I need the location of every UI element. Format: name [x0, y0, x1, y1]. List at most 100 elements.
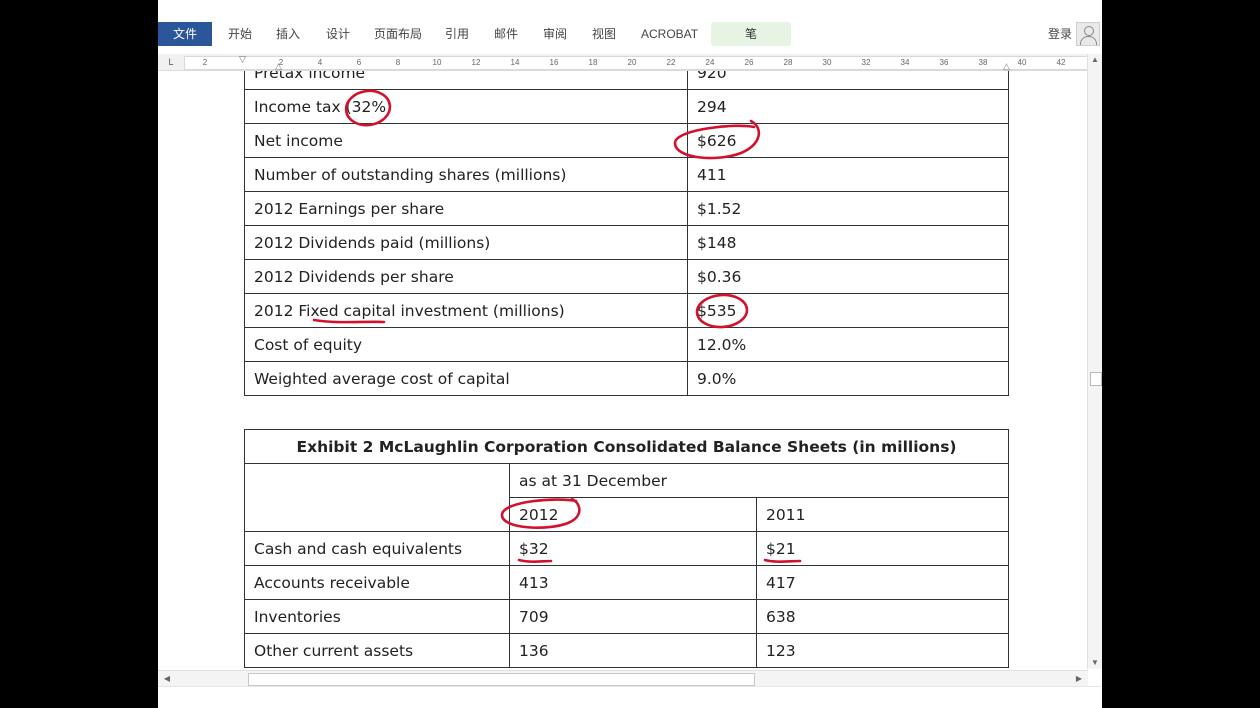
word-window: 文件 开始 插入 设计 页面布局 引用 邮件 审阅 视图 ACROBAT 笔 登…	[158, 0, 1102, 708]
ruler-number: 36	[939, 58, 949, 67]
row-label: Cost of equity	[244, 327, 688, 362]
ruler-number: 10	[432, 58, 442, 67]
row-label: 2012 Fixed capital investment (millions)	[244, 293, 688, 328]
value-2012: 709	[509, 599, 757, 634]
row-label: Inventories	[244, 599, 510, 634]
ruler-bar: L 2 2 4 6 8 10 12 14 16 18 20 22 24 26 2…	[158, 54, 1102, 71]
financial-data-table: Pretax income 920 Income tax (32%) 294 N…	[244, 71, 1009, 396]
value-2011: 123	[756, 633, 1009, 668]
tab-acrobat[interactable]: ACROBAT	[641, 27, 699, 41]
ruler-number: 14	[510, 58, 520, 67]
right-indent-marker[interactable]: △	[1003, 61, 1010, 71]
table-row: Cash and cash equivalents $32 $21	[244, 531, 1009, 566]
table-row: Accounts receivable 413 417	[244, 565, 1009, 600]
row-label: Other current assets	[244, 633, 510, 668]
row-value: 12.0%	[687, 327, 1009, 362]
left-indent-marker[interactable]: △	[275, 61, 282, 71]
row-value: 294	[687, 89, 1009, 124]
ruler-number: 34	[900, 58, 910, 67]
ruler-number: 6	[356, 58, 362, 67]
horizontal-scrollbar[interactable]: ◀ ▶	[158, 670, 1088, 687]
tab-selector[interactable]: L	[168, 57, 174, 67]
value-2012: 413	[509, 565, 757, 600]
row-label: Net income	[244, 123, 688, 158]
ruler-number: 22	[666, 58, 676, 67]
value-2012: 136	[509, 633, 757, 668]
value-2011: $21	[756, 531, 1009, 566]
scroll-left-icon[interactable]: ◀	[163, 674, 171, 683]
value-2011: 417	[756, 565, 1009, 600]
row-label: 2012 Earnings per share	[244, 191, 688, 226]
sign-in-link[interactable]: 登录	[1047, 27, 1072, 41]
table-row: 2012 Dividends per share $0.36	[244, 259, 1009, 294]
row-value: $0.36	[687, 259, 1009, 294]
row-label: 2012 Dividends per share	[244, 259, 688, 294]
row-label: Accounts receivable	[244, 565, 510, 600]
scroll-down-icon[interactable]: ▼	[1091, 658, 1099, 667]
tab-pen[interactable]: 笔	[711, 22, 791, 46]
row-label: Pretax income	[244, 71, 688, 90]
vertical-scrollbar[interactable]: ▲ ▼	[1087, 54, 1102, 669]
ruler-number: 18	[588, 58, 598, 67]
ruler-number: 8	[395, 58, 401, 67]
horizontal-scroll-thumb[interactable]	[248, 673, 755, 686]
ribbon-tabs: 文件 开始 插入 设计 页面布局 引用 邮件 审阅 视图 ACROBAT 笔	[158, 22, 1102, 46]
table-row: Income tax (32%) 294	[244, 89, 1009, 124]
ruler-number: 26	[744, 58, 754, 67]
first-line-indent-marker[interactable]: ▽	[239, 54, 246, 64]
tab-mailings[interactable]: 邮件	[494, 27, 519, 41]
balance-sheet-table: Exhibit 2 McLaughlin Corporation Consoli…	[244, 429, 1009, 668]
ruler-number: 28	[783, 58, 793, 67]
ruler-number: 30	[822, 58, 832, 67]
row-value: 411	[687, 157, 1009, 192]
tab-page-layout[interactable]: 页面布局	[374, 27, 423, 41]
date-subheader: as at 31 December	[509, 463, 1009, 498]
tab-view[interactable]: 视图	[592, 27, 617, 41]
row-value: $535	[687, 293, 1009, 328]
vertical-scroll-thumb[interactable]	[1090, 372, 1102, 386]
ruler-number: 32	[861, 58, 871, 67]
year-2011-header: 2011	[756, 497, 1009, 532]
table-row: Inventories 709 638	[244, 599, 1009, 634]
row-value: 9.0%	[687, 361, 1009, 396]
ruler-number: 2	[202, 58, 208, 67]
row-label: 2012 Dividends paid (millions)	[244, 225, 688, 260]
user-avatar-icon[interactable]	[1076, 22, 1100, 46]
tab-insert[interactable]: 插入	[276, 27, 301, 41]
ruler-number: 40	[1017, 58, 1027, 67]
scroll-right-icon[interactable]: ▶	[1075, 674, 1083, 683]
tab-references[interactable]: 引用	[445, 27, 470, 41]
status-bar	[158, 686, 1102, 708]
document-page: Pretax income 920 Income tax (32%) 294 N…	[158, 71, 1086, 669]
row-label: Income tax (32%)	[244, 89, 688, 124]
table-row: 2012 Fixed capital investment (millions)…	[244, 293, 1009, 328]
ruler-number: 38	[978, 58, 988, 67]
table-row: 2012 Earnings per share $1.52	[244, 191, 1009, 226]
scroll-up-icon[interactable]: ▲	[1091, 55, 1099, 64]
row-value: $626	[687, 123, 1009, 158]
horizontal-ruler[interactable]: 2 2 4 6 8 10 12 14 16 18 20 22 24 26 28 …	[184, 54, 1088, 71]
table-row: Net income $626	[244, 123, 1009, 158]
ruler-number: 16	[549, 58, 559, 67]
tab-file[interactable]: 文件	[158, 22, 212, 46]
ruler-number: 20	[627, 58, 637, 67]
empty-header-cell	[244, 463, 510, 532]
row-value: 920	[687, 71, 1009, 90]
ruler-number: 42	[1056, 58, 1066, 67]
row-value: $1.52	[687, 191, 1009, 226]
tab-review[interactable]: 审阅	[543, 27, 568, 41]
table-row: Other current assets 136 123	[244, 633, 1009, 668]
ruler-number: 24	[705, 58, 715, 67]
row-label: Number of outstanding shares (millions)	[244, 157, 688, 192]
tab-design[interactable]: 设计	[326, 27, 351, 41]
row-value: $148	[687, 225, 1009, 260]
tab-home[interactable]: 开始	[228, 27, 253, 41]
ruler-number: 12	[471, 58, 481, 67]
table-title: Exhibit 2 McLaughlin Corporation Consoli…	[244, 429, 1009, 464]
row-label: Cash and cash equivalents	[244, 531, 510, 566]
table-row: Pretax income 920	[244, 71, 1009, 90]
ruler-number: 2	[278, 58, 284, 67]
table-row: 2012 Dividends paid (millions) $148	[244, 225, 1009, 260]
value-2012: $32	[509, 531, 757, 566]
value-2011: 638	[756, 599, 1009, 634]
